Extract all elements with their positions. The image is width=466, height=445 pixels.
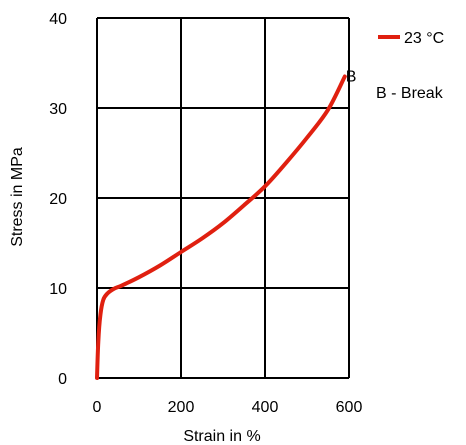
x-tick-label: 400 [252, 399, 279, 416]
y-axis-label: Stress in MPa [9, 147, 26, 247]
x-tick-label: 600 [336, 399, 363, 416]
series-line [95, 74, 347, 380]
x-tick-label: 200 [168, 399, 195, 416]
tick-labels: 0 200 400 600 0 10 20 30 40 [49, 11, 362, 416]
y-tick-label: 10 [49, 281, 67, 298]
y-tick-label: 40 [49, 11, 67, 28]
legend: 23 °C B - Break [376, 30, 444, 102]
legend-break-note: B - Break [376, 85, 444, 102]
x-tick-label: 0 [93, 399, 102, 416]
x-axis-label: Strain in % [183, 428, 260, 445]
break-annotation: B [346, 69, 357, 86]
y-tick-label: 30 [49, 101, 67, 118]
y-tick-label: 20 [49, 191, 67, 208]
series-layer [95, 74, 347, 380]
grid-lines [96, 17, 350, 379]
y-tick-label: 0 [58, 371, 67, 388]
legend-series-label: 23 °C [404, 30, 444, 47]
